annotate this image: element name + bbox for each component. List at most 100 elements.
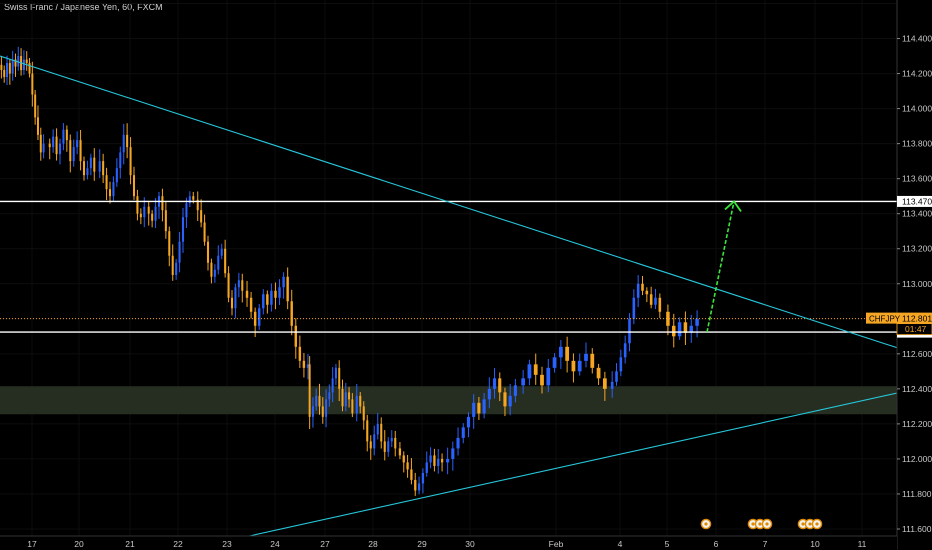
ytick-label-10: 113.600 [902, 174, 932, 184]
current-price-tag [897, 312, 932, 324]
event-marker-icon[interactable] [811, 518, 823, 530]
grid [0, 0, 897, 536]
candle-143 [540, 366, 544, 394]
candle-38 [126, 123, 129, 159]
candle-14 [39, 127, 42, 161]
countdown-value: 01:47 [905, 324, 927, 334]
candle-92 [321, 397, 324, 424]
ytick-label-12: 114.000 [902, 104, 932, 114]
candle-47 [157, 191, 161, 219]
xtick-label-3: 22 [173, 539, 183, 549]
candle-2 [6, 55, 9, 86]
candle-141 [527, 359, 532, 386]
candle-35 [115, 158, 118, 187]
candle-56 [188, 191, 191, 208]
candle-68 [230, 290, 234, 316]
ytick-label-11: 113.800 [902, 139, 932, 149]
candle-50 [168, 226, 171, 267]
candle-170 [689, 314, 693, 343]
candle-145 [552, 353, 557, 373]
candle-46 [154, 198, 157, 229]
time-axis[interactable]: 17 20 21 22 23 24 27 28 29 30 Feb 4 5 6 7 10 11 [0, 535, 897, 550]
event-marker-icon[interactable] [761, 518, 773, 530]
candle-111 [387, 437, 390, 457]
event-markers[interactable] [700, 518, 823, 530]
candle-72 [245, 280, 249, 307]
candle-117 [410, 458, 413, 485]
candle-64 [217, 245, 220, 275]
trendline-descending[interactable] [0, 55, 932, 360]
xtick-label-9: 30 [465, 539, 475, 549]
level-label-bg-0 [897, 195, 932, 207]
ytick-label-1: 111.800 [902, 489, 932, 499]
event-marker-icon[interactable] [700, 518, 712, 530]
candle-96 [334, 363, 337, 386]
candle-1 [3, 65, 6, 83]
support-zone-rect[interactable] [0, 386, 897, 415]
projection-line[interactable] [706, 201, 735, 333]
candle-17 [52, 129, 55, 153]
candle-102 [355, 383, 358, 422]
candle-81 [282, 272, 285, 299]
candle-76 [262, 289, 265, 315]
candle-42 [139, 208, 142, 225]
projection-arrow[interactable] [706, 200, 742, 333]
candle-70 [237, 272, 240, 298]
xtick-label-2: 21 [125, 539, 135, 549]
candle-113 [394, 430, 397, 457]
candle-27 [86, 160, 89, 180]
price-axis[interactable]: 111.600 111.800 112.000 112.200 112.400 112.6… [866, 0, 932, 550]
projection-arrowhead [724, 200, 742, 212]
candle-146 [558, 340, 563, 369]
candle-28 [89, 153, 92, 176]
candle-52 [175, 259, 178, 280]
candle-116 [406, 454, 409, 478]
candle-160 [636, 275, 640, 308]
xtick-label-1: 20 [74, 539, 84, 549]
candle-153 [602, 371, 607, 401]
candle-37 [122, 123, 125, 165]
candle-82 [286, 267, 289, 310]
horizontal-levels[interactable] [0, 200, 897, 333]
ytick-label-8: 113.200 [902, 244, 932, 254]
candle-26 [82, 156, 86, 181]
candle-126 [446, 447, 450, 475]
candle-136 [498, 372, 502, 401]
candle-97 [338, 360, 341, 402]
candle-142 [533, 353, 538, 385]
chart-title: Swiss Franc / Japanese Yen, 60, FXCM [4, 2, 163, 12]
candle-15 [42, 134, 45, 159]
candle-20 [62, 123, 65, 151]
candle-51 [171, 244, 174, 281]
candle-99 [344, 382, 347, 412]
candle-149 [577, 353, 582, 376]
candle-45 [151, 210, 154, 228]
candle-120 [421, 468, 425, 494]
xtick-label-8: 29 [417, 539, 427, 549]
current-price-value: 112.801 [902, 314, 932, 324]
xtick-label-11: 4 [618, 539, 623, 549]
candle-105 [366, 414, 369, 452]
candle-18 [55, 128, 58, 161]
trendline-ascending[interactable] [178, 384, 932, 550]
candle-151 [590, 348, 595, 374]
candle-109 [380, 417, 383, 449]
candle-157 [623, 335, 627, 364]
candle-29 [93, 148, 96, 181]
candle-40 [132, 166, 136, 200]
candle-108 [376, 413, 379, 440]
candle-44 [147, 200, 150, 226]
trendlines[interactable] [0, 55, 932, 550]
candle-115 [402, 451, 405, 473]
candle-10 [28, 58, 31, 78]
candle-12 [34, 90, 37, 125]
candle-162 [645, 287, 649, 303]
candle-133 [482, 393, 486, 419]
candle-59 [200, 199, 203, 228]
ytick-label-2: 112.000 [902, 454, 932, 464]
candle-67 [227, 266, 230, 303]
candle-106 [369, 435, 372, 460]
candle-140 [521, 369, 526, 394]
xtick-label-6: 27 [320, 539, 330, 549]
